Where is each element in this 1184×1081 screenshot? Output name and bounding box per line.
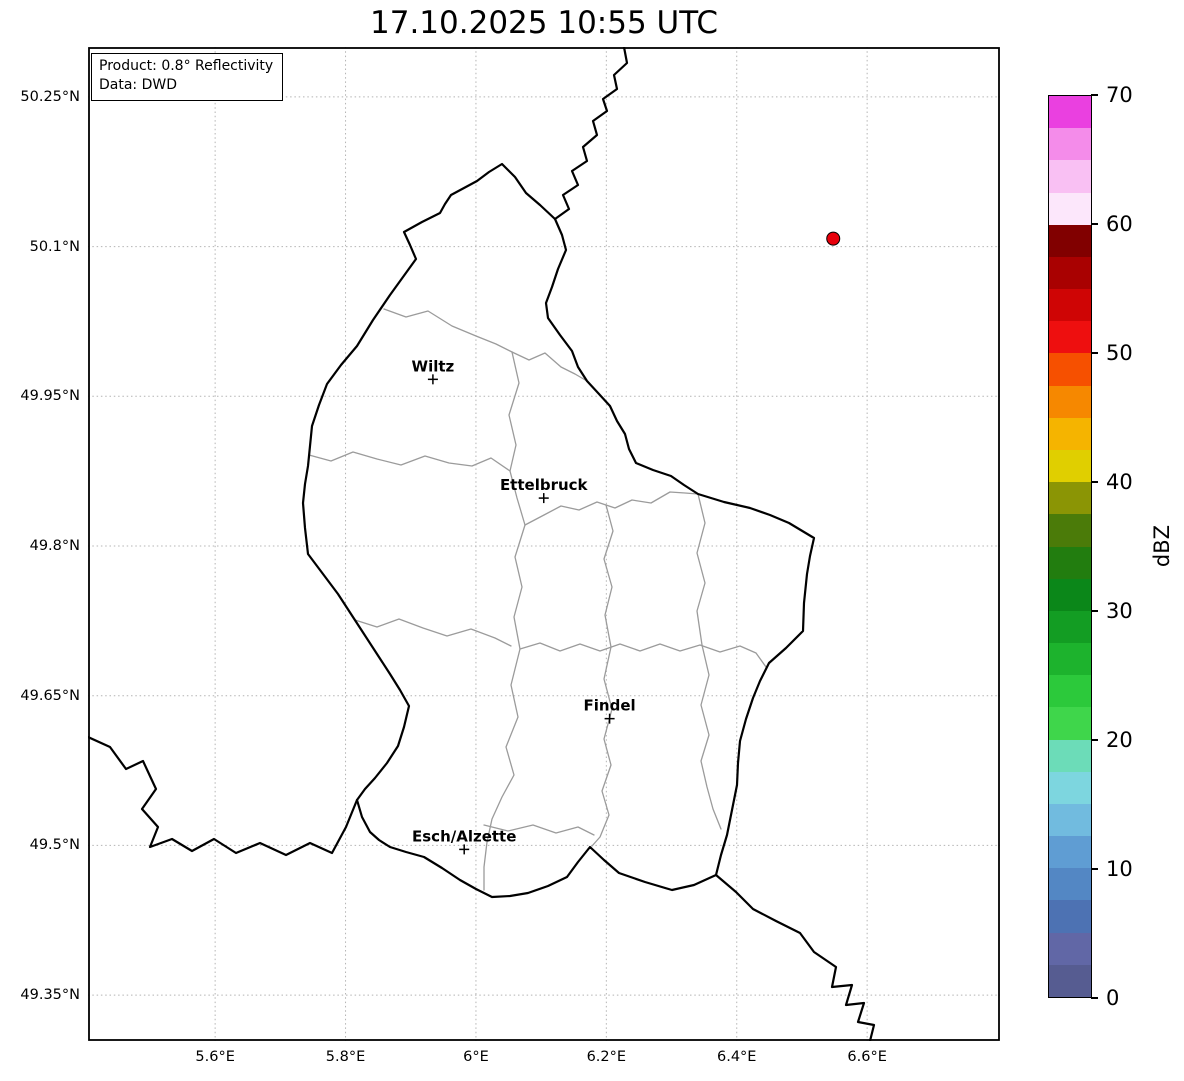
- colorbar-segment: [1049, 610, 1091, 644]
- colorbar-segment: [1049, 578, 1091, 611]
- colorbar-unit-label: dBZ: [1150, 524, 1174, 568]
- y-tick-label: 49.35°N: [20, 987, 80, 1004]
- colorbar-tick-mark: [1091, 997, 1098, 999]
- x-tick-label: 6.2°E: [586, 1049, 627, 1065]
- district-line: [383, 308, 513, 353]
- y-tick-label: 50.25°N: [20, 88, 80, 105]
- colorbar-segment: [1049, 836, 1091, 869]
- x-tick-label: 6.4°E: [716, 1049, 757, 1065]
- colorbar-segment: [1049, 417, 1091, 450]
- x-tick-label: 6°E: [463, 1049, 489, 1065]
- border-luxembourg: [301, 162, 816, 899]
- colorbar-tick-label: 10: [1106, 857, 1133, 881]
- colorbar-segment: [1049, 964, 1091, 997]
- colorbar-segment: [1049, 224, 1091, 257]
- legend-data-source-line: Data: DWD: [99, 76, 177, 93]
- colorbar-segment: [1049, 546, 1091, 579]
- x-tick-label: 5.8°E: [325, 1049, 366, 1065]
- colorbar-tick-label: 70: [1106, 83, 1133, 107]
- colorbar-segment: [1049, 160, 1091, 193]
- map-plot: Wiltz Ettelbruck Findel Esch/Alzette Produc…: [88, 47, 1000, 1041]
- y-tick-label: 50.1°N: [29, 238, 80, 255]
- colorbar-tick-label: 20: [1106, 728, 1133, 752]
- colorbar-segment: [1049, 449, 1091, 483]
- neighbor-country-borders: [88, 47, 876, 1041]
- city-markers: Wiltz Ettelbruck Findel Esch/Alzette: [412, 357, 636, 855]
- colorbar-segment: [1049, 96, 1091, 129]
- city-label: Ettelbruck: [500, 476, 589, 494]
- figure-title: 17.10.2025 10:55 UTC: [370, 5, 718, 41]
- colorbar-tick-mark: [1091, 352, 1098, 354]
- colorbar-tick-label: 40: [1106, 470, 1133, 494]
- colorbar-segment: [1049, 514, 1091, 547]
- colorbar-segment: [1049, 707, 1091, 740]
- border-belgium-france: [88, 735, 359, 857]
- district-borders: [308, 308, 767, 891]
- border-belgium-germany: [553, 47, 629, 221]
- colorbar-segment: [1049, 482, 1091, 515]
- plot-frame: [88, 47, 1000, 1041]
- district-line: [483, 824, 595, 836]
- colorbar-segment: [1049, 321, 1091, 354]
- district-line: [308, 451, 511, 472]
- colorbar-tick-mark: [1091, 481, 1098, 483]
- colorbar: 0 10 20 30 40 50 60 70 dBZ: [1048, 83, 1184, 1010]
- gridlines: [88, 47, 1000, 1041]
- map-canvas: Wiltz Ettelbruck Findel Esch/Alzette: [88, 47, 1000, 1041]
- x-tick-label: 6.6°E: [847, 1049, 887, 1065]
- y-tick-label: 49.65°N: [20, 687, 80, 704]
- colorbar-segment: [1049, 192, 1091, 225]
- colorbar-tick-mark: [1091, 868, 1098, 870]
- district-line: [591, 646, 613, 847]
- colorbar-tick-label: 30: [1106, 599, 1133, 623]
- colorbar-gradient: [1048, 95, 1092, 998]
- district-line: [354, 618, 512, 647]
- district-line: [483, 351, 526, 891]
- colorbar-segment: [1049, 771, 1091, 804]
- colorbar-segment: [1049, 900, 1091, 933]
- colorbar-segment: [1049, 803, 1091, 837]
- city-label: Esch/Alzette: [412, 827, 516, 845]
- district-line: [603, 504, 614, 648]
- colorbar-segment: [1049, 739, 1091, 772]
- colorbar-tick-mark: [1091, 94, 1098, 96]
- y-tick-label: 49.8°N: [29, 538, 80, 554]
- colorbar-segment: [1049, 353, 1091, 386]
- colorbar-tick-mark: [1091, 223, 1098, 225]
- district-line: [700, 644, 722, 830]
- colorbar-segment: [1049, 385, 1091, 418]
- colorbar-segment: [1049, 128, 1091, 161]
- district-line: [511, 351, 588, 382]
- colorbar-tick-mark: [1091, 739, 1098, 741]
- city-label: Findel: [584, 697, 636, 715]
- colorbar-tick-mark: [1091, 610, 1098, 612]
- colorbar-segment: [1049, 932, 1091, 965]
- district-line: [519, 642, 767, 668]
- colorbar-tick-label: 50: [1106, 341, 1133, 365]
- x-tick-label: 5.6°E: [195, 1049, 235, 1065]
- legend-box: Product: 0.8° Reflectivity Data: DWD: [91, 53, 284, 101]
- colorbar-segment: [1049, 868, 1091, 901]
- colorbar-segment: [1049, 289, 1091, 322]
- y-tick-label: 49.5°N: [29, 837, 80, 854]
- district-line: [696, 493, 706, 646]
- border-france-germany-moselle: [714, 873, 876, 1041]
- colorbar-tick-label: 0: [1106, 986, 1120, 1010]
- colorbar-tick-label: 60: [1106, 212, 1133, 236]
- y-tick-label: 49.95°N: [20, 388, 80, 405]
- legend-product-line: Product: 0.8° Reflectivity: [99, 58, 274, 74]
- radar-site-marker: [826, 231, 841, 246]
- colorbar-segment: [1049, 256, 1091, 290]
- district-line: [524, 491, 699, 526]
- radar-site-dot: [826, 231, 841, 246]
- colorbar-segment: [1049, 643, 1091, 676]
- city-label: Wiltz: [412, 357, 455, 375]
- colorbar-segment: [1049, 675, 1091, 708]
